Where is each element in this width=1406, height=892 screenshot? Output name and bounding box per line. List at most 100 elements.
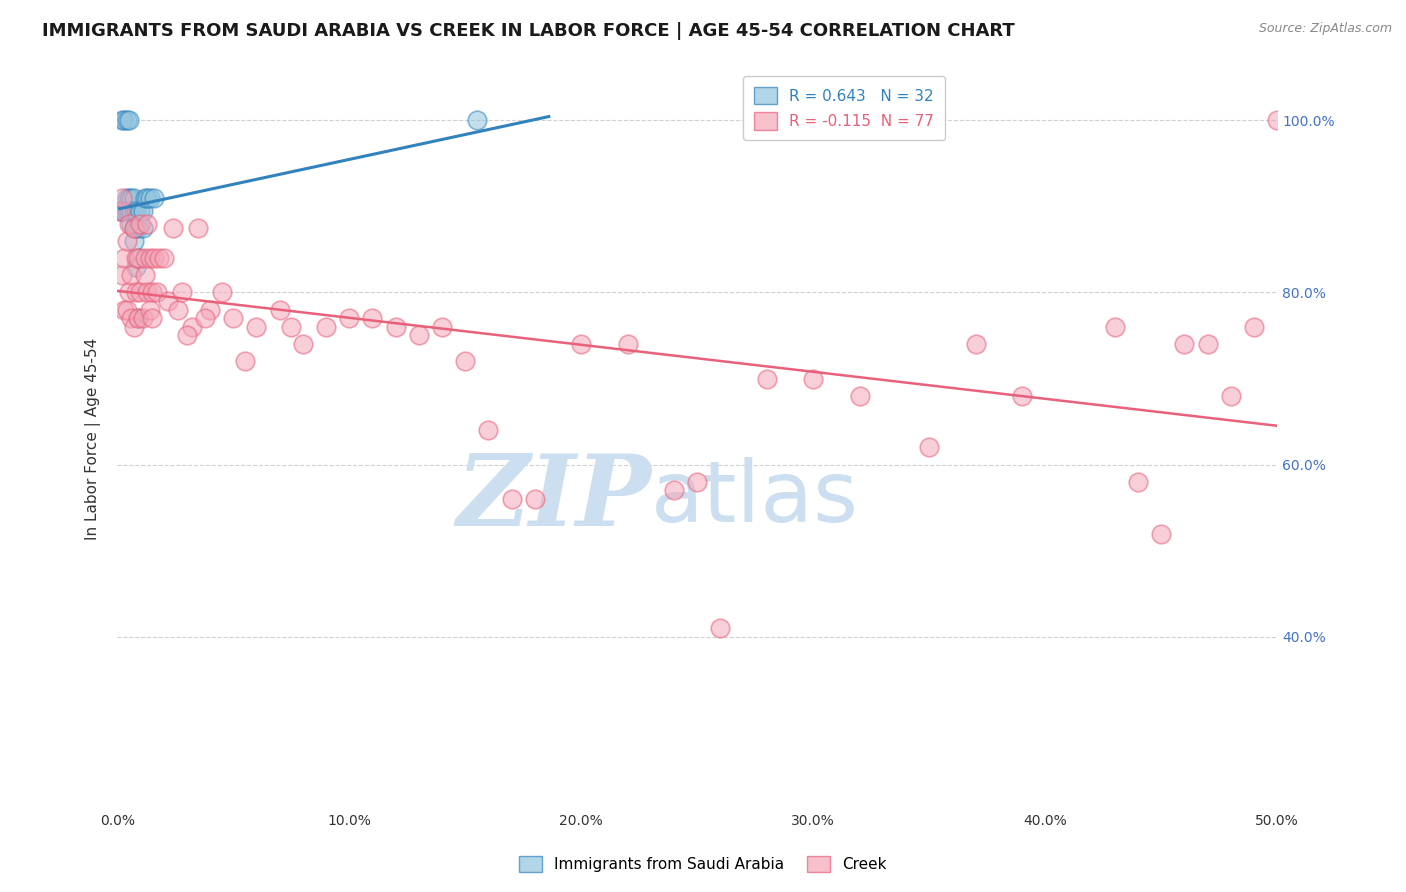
Point — [122, 203, 145, 218]
Point — [180, 319, 202, 334]
Point — [211, 285, 233, 300]
Point — [1197, 337, 1219, 351]
Point — [125, 220, 148, 235]
Point — [120, 217, 142, 231]
Point — [129, 285, 152, 300]
Point — [115, 302, 138, 317]
Point — [127, 220, 149, 235]
Point — [122, 220, 145, 235]
Point — [118, 191, 141, 205]
Point — [118, 217, 141, 231]
Point — [408, 328, 430, 343]
Point — [152, 251, 174, 265]
Point — [139, 191, 162, 205]
Point — [1126, 475, 1149, 489]
Point — [1104, 319, 1126, 334]
Point — [115, 234, 138, 248]
Point — [1011, 389, 1033, 403]
Point — [157, 293, 180, 308]
Point — [120, 268, 142, 283]
Point — [139, 251, 162, 265]
Point — [269, 302, 291, 317]
Text: IMMIGRANTS FROM SAUDI ARABIA VS CREEK IN LABOR FORCE | AGE 45-54 CORRELATION CHA: IMMIGRANTS FROM SAUDI ARABIA VS CREEK IN… — [42, 22, 1015, 40]
Point — [280, 319, 302, 334]
Point — [125, 285, 148, 300]
Point — [384, 319, 406, 334]
Point — [125, 260, 148, 274]
Legend: R = 0.643   N = 32, R = -0.115  N = 77: R = 0.643 N = 32, R = -0.115 N = 77 — [744, 76, 945, 140]
Point — [222, 311, 245, 326]
Point — [361, 311, 384, 326]
Point — [162, 220, 184, 235]
Point — [118, 285, 141, 300]
Point — [709, 621, 731, 635]
Legend: Immigrants from Saudi Arabia, Creek: Immigrants from Saudi Arabia, Creek — [512, 848, 894, 880]
Point — [141, 311, 163, 326]
Point — [1243, 319, 1265, 334]
Point — [112, 302, 135, 317]
Point — [122, 191, 145, 205]
Point — [523, 492, 546, 507]
Point — [112, 113, 135, 128]
Point — [194, 311, 217, 326]
Point — [129, 217, 152, 231]
Point — [129, 251, 152, 265]
Point — [166, 302, 188, 317]
Point — [122, 220, 145, 235]
Point — [569, 337, 592, 351]
Point — [120, 203, 142, 218]
Point — [141, 285, 163, 300]
Point — [501, 492, 523, 507]
Point — [465, 113, 488, 128]
Y-axis label: In Labor Force | Age 45-54: In Labor Force | Age 45-54 — [86, 338, 101, 540]
Point — [430, 319, 453, 334]
Point — [125, 251, 148, 265]
Point — [233, 354, 256, 368]
Point — [686, 475, 709, 489]
Point — [127, 251, 149, 265]
Point — [1219, 389, 1241, 403]
Point — [118, 113, 141, 128]
Point — [112, 251, 135, 265]
Point — [139, 302, 162, 317]
Point — [134, 268, 156, 283]
Point — [127, 311, 149, 326]
Point — [477, 423, 499, 437]
Point — [454, 354, 477, 368]
Point — [1150, 526, 1173, 541]
Point — [148, 251, 170, 265]
Point — [848, 389, 870, 403]
Point — [291, 337, 314, 351]
Point — [132, 311, 155, 326]
Point — [111, 113, 134, 128]
Text: Source: ZipAtlas.com: Source: ZipAtlas.com — [1258, 22, 1392, 36]
Point — [134, 191, 156, 205]
Point — [111, 203, 134, 218]
Point — [132, 203, 155, 218]
Point — [127, 311, 149, 326]
Point — [122, 319, 145, 334]
Point — [120, 311, 142, 326]
Point — [143, 251, 166, 265]
Point — [108, 203, 131, 218]
Point — [965, 337, 987, 351]
Point — [136, 285, 159, 300]
Point — [337, 311, 360, 326]
Point — [1265, 113, 1288, 128]
Point — [136, 191, 159, 205]
Point — [115, 203, 138, 218]
Point — [1173, 337, 1195, 351]
Point — [143, 191, 166, 205]
Point — [187, 220, 209, 235]
Point — [132, 220, 155, 235]
Point — [801, 371, 824, 385]
Text: atlas: atlas — [651, 457, 859, 540]
Point — [145, 285, 167, 300]
Point — [136, 217, 159, 231]
Point — [108, 203, 131, 218]
Point — [755, 371, 778, 385]
Point — [172, 285, 194, 300]
Point — [112, 203, 135, 218]
Point — [120, 191, 142, 205]
Point — [134, 251, 156, 265]
